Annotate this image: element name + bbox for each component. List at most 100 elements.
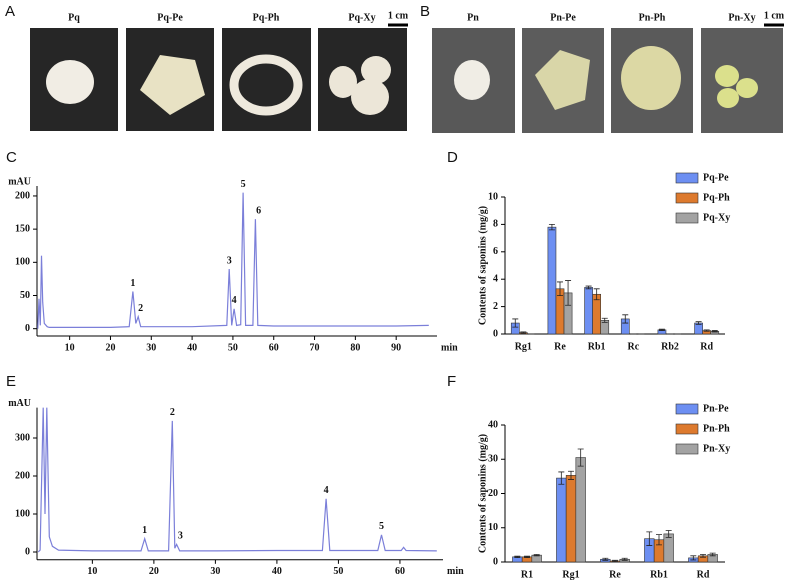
photos-a xyxy=(30,23,408,131)
x-tick-label: 10 xyxy=(65,342,75,353)
root-slice xyxy=(535,50,590,110)
peak-label: 1 xyxy=(142,525,147,536)
x-axis-title: min xyxy=(441,342,458,353)
bar xyxy=(592,293,602,335)
root-slice xyxy=(736,78,758,98)
y-tick-label: 30 xyxy=(488,454,498,465)
legend-swatch xyxy=(675,443,699,455)
y-tick-label: 0 xyxy=(493,556,498,567)
legend-label: Pn-Xy xyxy=(703,443,730,454)
x-axis-title: min xyxy=(447,566,464,577)
panel-letter: B xyxy=(420,3,430,20)
x-tick-label: R1 xyxy=(521,569,533,580)
chromatogram-line xyxy=(37,407,437,553)
legend-label: Pn-Pe xyxy=(703,403,729,414)
x-tick-label: 90 xyxy=(391,342,401,353)
error-bar xyxy=(558,471,565,485)
x-tick-label: 50 xyxy=(228,342,238,353)
y-tick-label: 6 xyxy=(493,246,498,257)
peak-label: 4 xyxy=(232,295,237,306)
bar xyxy=(556,477,567,563)
panel-letter: A xyxy=(5,3,15,20)
legend-swatch xyxy=(675,212,699,224)
root-slice xyxy=(454,60,490,100)
x-tick-label: 80 xyxy=(350,342,360,353)
x-tick-label: Rd xyxy=(697,569,710,580)
bar xyxy=(565,475,577,563)
error-bar xyxy=(577,448,584,467)
legend-swatch xyxy=(675,423,699,435)
peak-label: 5 xyxy=(379,521,384,532)
error-bar xyxy=(695,321,702,325)
y-axis-title: mAU xyxy=(8,398,31,409)
root-slice xyxy=(621,46,681,110)
photo-label: Pn-Xy xyxy=(728,12,755,23)
peak-label: 4 xyxy=(324,485,329,496)
photo-label: Pn-Pe xyxy=(550,12,576,23)
photo-label: Pn-Ph xyxy=(639,12,666,23)
bar xyxy=(575,457,586,563)
x-tick-label: 10 xyxy=(87,566,97,577)
y-tick-label: 0 xyxy=(25,323,30,334)
root-slice xyxy=(329,66,357,98)
root-slice xyxy=(140,55,205,115)
x-tick-label: Rb2 xyxy=(661,341,679,352)
photo-label: Pq xyxy=(68,12,80,23)
error-bar xyxy=(520,331,527,334)
error-bar xyxy=(621,557,628,561)
photo-label: Pq-Pe xyxy=(157,12,183,23)
error-bar xyxy=(533,554,540,557)
error-bar xyxy=(709,552,716,557)
error-bar xyxy=(711,330,718,333)
photos-b xyxy=(432,23,784,133)
error-bar xyxy=(593,288,600,301)
root-slice xyxy=(715,65,739,87)
error-bar xyxy=(690,555,697,561)
error-bar xyxy=(568,470,574,480)
y-axis-title: mAU xyxy=(8,176,31,187)
x-tick-label: 70 xyxy=(310,342,320,353)
x-tick-label: 60 xyxy=(395,566,405,577)
y-tick-label: 100 xyxy=(15,257,30,268)
x-tick-label: Re xyxy=(554,341,566,352)
error-bar xyxy=(557,281,563,297)
legend-swatch xyxy=(675,192,699,204)
photo-label: Pn xyxy=(467,12,479,23)
y-axis-title: Contents of saponins (mg/g) xyxy=(477,434,488,553)
x-tick-label: Rc xyxy=(627,341,639,352)
y-tick-label: 200 xyxy=(15,470,30,481)
x-tick-label: Re xyxy=(609,569,621,580)
x-tick-label: Rb1 xyxy=(588,341,606,352)
legend-swatch xyxy=(675,172,699,184)
x-tick-label: 20 xyxy=(105,342,115,353)
photo-label: Pq-Xy xyxy=(348,12,375,23)
y-tick-label: 300 xyxy=(15,432,30,443)
peak-label: 3 xyxy=(178,531,183,542)
bar xyxy=(663,533,674,563)
error-bar xyxy=(658,328,665,331)
peak-label: 5 xyxy=(241,179,246,190)
y-tick-label: 8 xyxy=(493,219,498,230)
error-bar xyxy=(548,224,555,231)
peak-label: 2 xyxy=(138,303,143,314)
scale-label: 1 cm xyxy=(388,10,409,21)
x-tick-label: 40 xyxy=(187,342,197,353)
y-tick-label: 0 xyxy=(25,546,30,557)
error-bar xyxy=(656,534,662,546)
y-tick-label: 40 xyxy=(488,419,498,430)
x-tick-label: Rb1 xyxy=(650,569,668,580)
y-tick-label: 150 xyxy=(15,223,30,234)
x-tick-label: 30 xyxy=(210,566,220,577)
error-bar xyxy=(512,318,519,328)
peak-label: 3 xyxy=(227,255,232,266)
x-tick-label: Rg1 xyxy=(515,341,532,352)
root-slice xyxy=(351,79,389,115)
scale-label: 1 cm xyxy=(764,10,785,21)
error-bar xyxy=(524,555,530,558)
error-bar xyxy=(602,557,609,561)
bar xyxy=(547,226,557,335)
error-bar xyxy=(700,554,706,558)
y-tick-label: 50 xyxy=(20,290,30,301)
x-tick-label: 20 xyxy=(149,566,159,577)
